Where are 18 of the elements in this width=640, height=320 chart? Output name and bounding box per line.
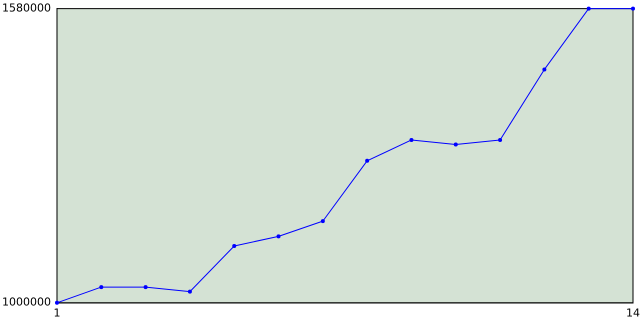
y-tick-label: 1000000: [2, 296, 51, 309]
point: [276, 234, 281, 238]
point: [409, 138, 414, 142]
y-tick-label: 1580000: [2, 1, 51, 14]
point: [188, 290, 192, 294]
point: [365, 158, 370, 163]
point: [631, 6, 635, 11]
point: [144, 285, 148, 290]
point: [586, 6, 591, 11]
point: [498, 138, 502, 142]
point: [232, 244, 236, 248]
point: [99, 285, 104, 290]
point: [54, 300, 59, 305]
point: [542, 67, 546, 72]
x-tick-label: 1: [53, 306, 60, 320]
point: [454, 142, 458, 147]
point: [320, 219, 325, 224]
x-tick-label: 14: [626, 306, 640, 320]
